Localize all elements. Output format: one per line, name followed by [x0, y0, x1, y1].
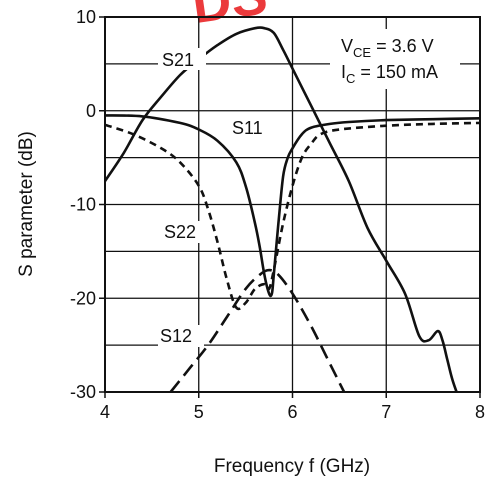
- y-axis-title: S parameter (dB): [16, 131, 37, 277]
- y-tick-label: -20: [70, 288, 96, 308]
- series-lines: [103, 26, 481, 393]
- plot-frame: [104, 16, 481, 393]
- s22-label-bg: [162, 221, 208, 243]
- conditions-bg: [330, 29, 460, 89]
- s11-label-bg: [230, 117, 270, 139]
- tick-labels: 4 5 6 7 8 -30 -20 -10 0 10: [70, 7, 485, 422]
- series-label-s22: S22: [164, 222, 196, 242]
- series-label-s21: S21: [162, 50, 194, 70]
- y-tick-label: -30: [70, 382, 96, 402]
- x-tick-label: 5: [194, 402, 204, 422]
- series-line-s21: [103, 26, 458, 393]
- series-line-s12: [169, 268, 346, 393]
- series-label-s11: S11: [232, 118, 263, 138]
- series-line-s11: [104, 114, 481, 298]
- y-tick-label: 0: [86, 101, 96, 121]
- s21-label-bg: [158, 48, 206, 70]
- x-axis-title: Frequency f (GHz): [214, 456, 370, 477]
- series-line-s22: [104, 121, 481, 311]
- x-tick-label: 8: [475, 402, 485, 422]
- y-tick-label: -10: [70, 195, 96, 215]
- condition-ic: IC = 150 mA: [341, 62, 438, 86]
- y-tick-label: 10: [76, 7, 96, 27]
- s12-label-bg: [158, 325, 204, 347]
- x-tick-label: 4: [100, 402, 110, 422]
- x-tick-label: 7: [381, 402, 391, 422]
- condition-vce: VCE = 3.6 V: [341, 36, 434, 60]
- series-label-s12: S12: [160, 326, 192, 346]
- x-tick-label: 6: [287, 402, 297, 422]
